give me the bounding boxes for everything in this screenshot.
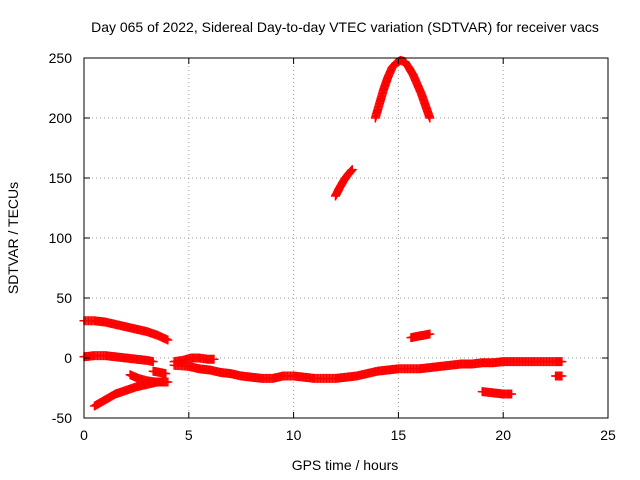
data-point <box>347 165 357 175</box>
x-tick-label: 25 <box>600 427 616 443</box>
data-point <box>159 377 169 387</box>
chart-title: Day 065 of 2022, Sidereal Day-to-day VTE… <box>91 19 599 35</box>
data-series-8 <box>331 165 357 201</box>
x-tick-label: 10 <box>286 427 302 443</box>
data-series-5 <box>148 366 171 379</box>
data-series-12 <box>551 371 567 381</box>
data-point <box>346 166 356 176</box>
data-point <box>425 329 435 339</box>
data-series-10 <box>406 329 435 343</box>
y-axis-label: SDTVAR / TECUs <box>5 182 21 294</box>
data-series-1 <box>79 316 173 345</box>
data-point <box>507 389 517 399</box>
data-point <box>346 167 356 177</box>
data-point <box>148 357 158 367</box>
data-point <box>557 357 567 367</box>
data-series-11 <box>477 387 517 399</box>
data-point <box>163 335 173 345</box>
data-series-7 <box>169 357 567 383</box>
y-tick-label: -50 <box>52 410 72 426</box>
data-point <box>557 371 567 381</box>
x-tick-label: 0 <box>80 427 88 443</box>
x-axis-label: GPS time / hours <box>292 457 399 473</box>
y-tick-label: 200 <box>49 110 73 126</box>
y-tick-label: 100 <box>49 230 73 246</box>
data-point <box>425 113 435 123</box>
y-tick-label: 50 <box>56 290 72 306</box>
data-series-9 <box>370 55 435 123</box>
y-tick-label: 250 <box>49 50 73 66</box>
axis-layer: 0 5 10 15 20 25 -50 0 50 100 150 200 250 <box>49 50 616 443</box>
x-tick-label: 15 <box>391 427 407 443</box>
y-tick-label: 150 <box>49 170 73 186</box>
x-tick-label: 5 <box>185 427 193 443</box>
x-tick-label: 20 <box>495 427 511 443</box>
data-point <box>161 369 171 379</box>
data-point <box>209 354 219 364</box>
y-tick-label: 0 <box>64 350 72 366</box>
data-series-4 <box>125 370 169 387</box>
